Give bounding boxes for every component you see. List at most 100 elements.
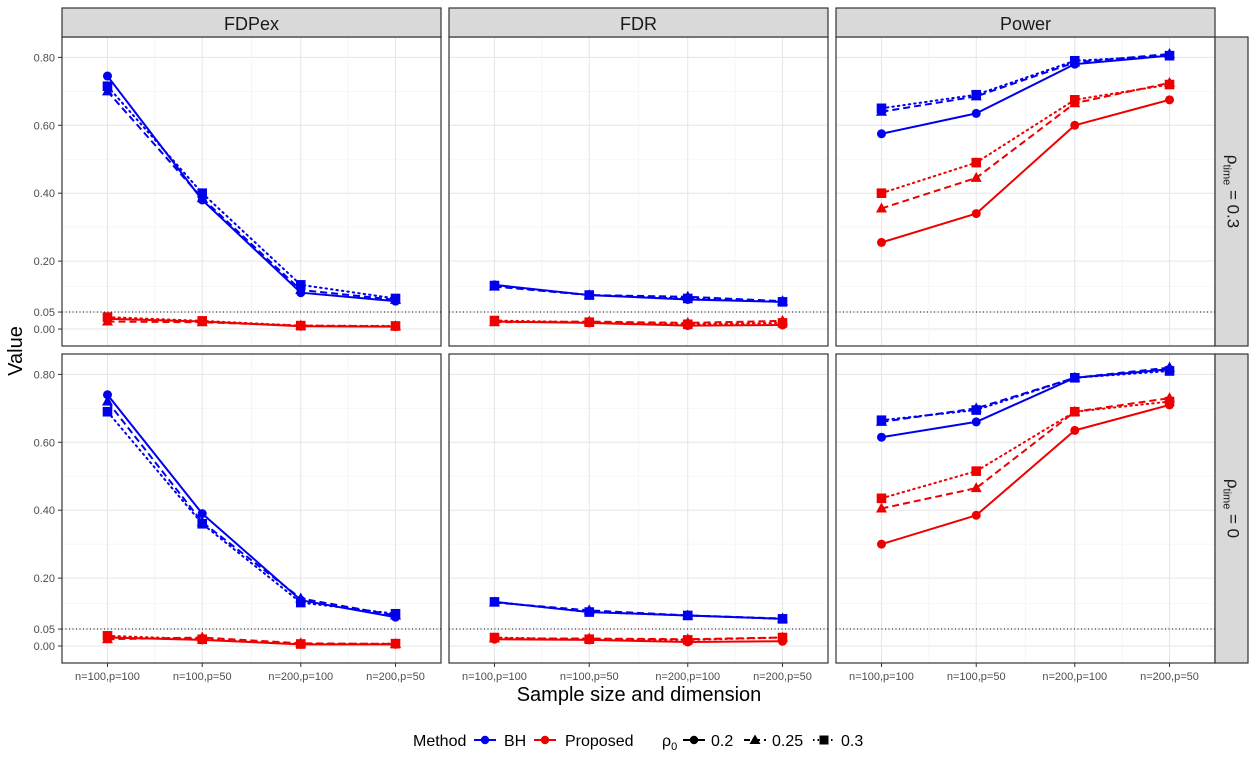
series-proposed-rho-02 xyxy=(876,400,1175,549)
data-point-bh-rho-03-3 xyxy=(1069,55,1080,66)
panel-border xyxy=(448,353,829,664)
series-line-bh-rho-02 xyxy=(881,54,1170,135)
y-tick-label: 0.20 xyxy=(34,256,55,268)
axes-layer: 0.00 0.05 0.20 0.40 0.60 0.80 0.00 0.05 0.20 0.40… xyxy=(34,52,1199,683)
data-point-proposed-rho-03-1 xyxy=(489,315,500,326)
data-point-bh-rho-03-2 xyxy=(197,188,208,198)
legend-label-proposed: Proposed xyxy=(565,733,634,750)
data-point-bh-rho-03-1 xyxy=(876,415,887,426)
y-tick-label: 0.80 xyxy=(34,369,55,381)
y-tick-label: 0.40 xyxy=(34,188,55,200)
x-tick-label: n=200,p=100 xyxy=(268,671,333,683)
panel-gridlines xyxy=(836,354,1215,663)
legend-label-rho-03: 0.3 xyxy=(841,733,863,750)
row-strip-label-base: ρ xyxy=(1224,155,1243,165)
legend-rho-title-sub: 0 xyxy=(671,741,677,753)
series-line-proposed-rho-025 xyxy=(107,636,396,645)
series-line-bh-rho-03 xyxy=(880,54,1171,110)
series-proposed-rho-03 xyxy=(489,315,788,330)
panel-power-row-1 xyxy=(835,36,1216,347)
x-axis-title: Sample size and dimension xyxy=(517,684,762,706)
data-point-proposed-rho-02-3 xyxy=(1070,425,1080,435)
data-point-proposed-rho-025-2 xyxy=(970,482,982,493)
data-point-proposed-rho-03-1 xyxy=(876,188,887,198)
panel-fdpex-row-1 xyxy=(61,36,442,347)
legend-key-rho-025-point xyxy=(749,734,761,744)
strip-label-fdr: FDR xyxy=(620,14,657,34)
series-line-proposed-rho-03 xyxy=(106,316,397,327)
data-point-proposed-rho-03-1 xyxy=(102,312,113,322)
x-tick-label: n=200,p=50 xyxy=(1140,671,1199,683)
series-proposed-rho-03 xyxy=(102,631,401,649)
row-strip-1: ρtime = 0.3 xyxy=(1214,36,1249,347)
data-point-proposed-rho-03-2 xyxy=(197,634,208,645)
data-point-proposed-rho-02-3 xyxy=(1070,120,1080,130)
series-line-proposed-rho-02 xyxy=(881,98,1170,244)
data-point-proposed-rho-03-1 xyxy=(876,493,887,504)
data-point-bh-rho-03-3 xyxy=(682,610,693,621)
series-proposed-rho-03 xyxy=(489,632,788,645)
series-bh-rho-03 xyxy=(102,406,401,619)
strip-fdpex: FDPex xyxy=(61,7,442,38)
y-tick-label: 0.60 xyxy=(34,437,55,449)
data-point-proposed-rho-03-4 xyxy=(1164,396,1175,407)
x-axis-fdpex: n=100,p=100 n=100,p=50 n=200,p=100 n=200,p=… xyxy=(75,663,425,683)
data-point-proposed-rho-03-2 xyxy=(971,466,982,476)
data-point-proposed-rho-03-4 xyxy=(390,321,401,331)
y-axis-title: Value xyxy=(5,326,27,376)
series-line-bh-rho-03 xyxy=(493,600,784,620)
row-strip-background xyxy=(1214,353,1249,664)
data-point-proposed-rho-03-4 xyxy=(390,638,401,649)
data-point-proposed-rho-02-2 xyxy=(971,510,981,520)
panel-border xyxy=(61,353,442,664)
series-line-proposed-rho-02 xyxy=(494,638,783,643)
x-tick-label: n=200,p=50 xyxy=(753,671,812,683)
row-strip-label-value: = 0.3 xyxy=(1224,185,1243,228)
data-point-bh-rho-02-1 xyxy=(102,390,112,400)
row-strip-label-sub: time xyxy=(1221,164,1233,185)
data-point-bh-rho-03-3 xyxy=(682,293,693,304)
panel-fdpex-row-2 xyxy=(61,353,442,664)
data-point-proposed-rho-03-2 xyxy=(197,316,208,326)
data-point-bh-rho-03-1 xyxy=(102,406,113,417)
data-point-bh-rho-03-4 xyxy=(1164,366,1175,376)
series-bh-rho-03 xyxy=(489,597,788,624)
series-line-bh-rho-025 xyxy=(106,400,396,617)
series-bh-rho-03 xyxy=(876,50,1175,114)
row-strip-label-sub: time xyxy=(1221,489,1233,510)
y-tick-label: 0.00 xyxy=(34,324,55,336)
series-line-proposed-rho-03 xyxy=(493,636,784,641)
strip-background xyxy=(448,7,829,38)
strip-power: Power xyxy=(835,7,1216,38)
row-strip-label-value: = 0 xyxy=(1224,509,1243,538)
series-line-proposed-rho-025 xyxy=(881,397,1170,510)
data-point-proposed-rho-03-3 xyxy=(295,639,306,649)
data-point-bh-rho-03-4 xyxy=(777,297,788,307)
data-point-proposed-rho-03-2 xyxy=(584,317,595,328)
strip-fdr: FDR xyxy=(448,7,829,38)
strip-label-power: Power xyxy=(1000,14,1051,34)
y-tick-label: 0.80 xyxy=(34,52,55,64)
data-point-proposed-rho-03-4 xyxy=(777,632,788,643)
data-point-proposed-rho-03-2 xyxy=(584,634,595,645)
panel-fdr-row-2 xyxy=(448,353,829,664)
data-point-bh-rho-03-4 xyxy=(390,608,401,619)
x-tick-label: n=200,p=50 xyxy=(366,671,425,683)
row-strip-2: ρtime = 0 xyxy=(1214,353,1249,664)
series-line-bh-rho-03 xyxy=(493,284,784,303)
data-point-bh-rho-03-4 xyxy=(777,614,788,624)
series-line-bh-rho-025 xyxy=(881,366,1170,423)
legend: Method BH Proposed ρ0 0.2 0.25 0.3 xyxy=(413,733,863,753)
data-point-bh-rho-03-3 xyxy=(295,597,306,608)
strip-background xyxy=(61,7,442,38)
legend-label-bh: BH xyxy=(504,733,526,750)
y-tick-label: 0.20 xyxy=(34,573,55,585)
x-tick-label: n=100,p=50 xyxy=(560,671,619,683)
data-point-bh-rho-02-2 xyxy=(971,417,981,427)
data-point-proposed-rho-03-2 xyxy=(971,157,982,168)
data-point-bh-rho-03-2 xyxy=(584,607,595,617)
data-point-bh-rho-03-2 xyxy=(584,290,595,300)
data-point-bh-rho-03-1 xyxy=(876,103,887,114)
data-point-bh-rho-03-4 xyxy=(390,293,401,304)
